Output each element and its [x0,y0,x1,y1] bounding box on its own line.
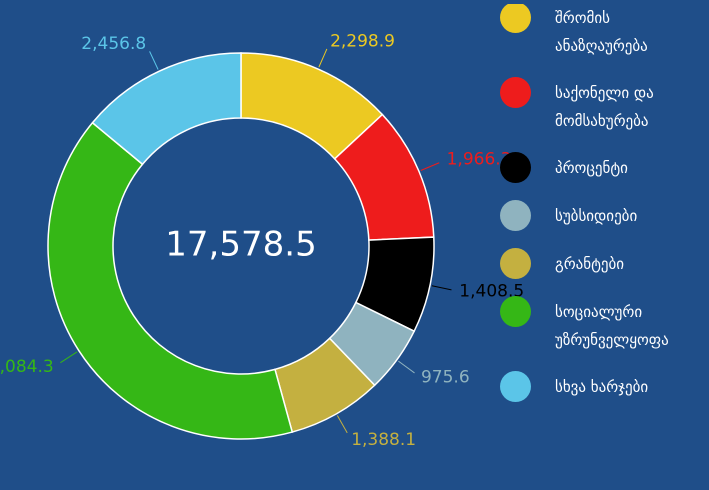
legend-label: სხვა ხარჯები [555,378,649,396]
legend-item: შრომის ანაზღაურება [500,4,709,60]
value-label: 7,084.3 [0,357,54,377]
value-label: 975.6 [421,368,470,388]
leader-line [431,285,452,291]
legend-item: პროცენტი [500,152,709,183]
legend-item: სუბსიდიები [500,200,709,231]
leader-line [398,360,415,374]
donut-segment [91,52,242,166]
legend-swatch [500,248,531,279]
value-label: 2,298.9 [330,32,395,52]
legend-swatch [500,200,531,231]
center-label: 17,578.5 [165,225,316,265]
donut-segment [47,121,294,440]
legend-label: სუბსიდიები [555,207,638,225]
legend-swatch [500,77,531,108]
leader-line [318,48,328,68]
legend-label: შრომის ანაზღაურება [555,9,648,55]
legend-label: პროცენტი [555,159,628,177]
legend-label: გრანტები [555,255,625,273]
legend-swatch [500,296,531,327]
value-label: 1,388.1 [351,430,416,450]
value-label: 2,456.8 [81,34,146,54]
legend-item: გრანტები [500,248,709,279]
legend-swatch [500,152,531,183]
legend: შრომის ანაზღაურება საქონელი და მომსახურებ… [500,4,709,421]
legend-swatch [500,371,531,402]
leader-line [420,162,440,171]
leader-line [149,51,159,70]
leader-line [336,415,348,434]
legend-item: სოციალური უზრუნველყოფა [500,296,709,354]
legend-item: საქონელი და მომსახურება [500,77,709,135]
legend-label: საქონელი და მომსახურება [555,84,654,130]
leader-line [60,351,78,364]
legend-swatch [500,4,531,33]
legend-item: სხვა ხარჯები [500,371,709,402]
legend-label: სოციალური უზრუნველყოფა [555,303,669,349]
value-label: 1,966.3 [447,150,512,170]
